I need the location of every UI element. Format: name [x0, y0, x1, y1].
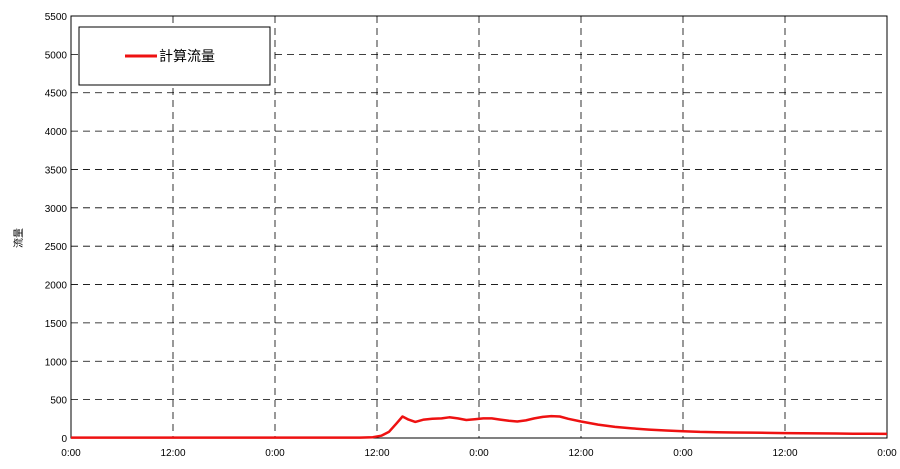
- y-tick-label: 3000: [45, 204, 68, 215]
- y-tick-label: 1000: [45, 357, 68, 368]
- x-tick-label: 12:00: [772, 448, 797, 459]
- y-tick-label: 5000: [45, 50, 68, 61]
- y-tick-label: 4500: [45, 89, 68, 100]
- x-tick-label: 12:00: [160, 448, 185, 459]
- x-tick-label: 0:00: [673, 448, 693, 459]
- x-tick-label: 0:00: [265, 448, 285, 459]
- legend-label: 計算流量: [159, 49, 215, 65]
- y-tick-label: 2000: [45, 281, 68, 292]
- grid-lines: [71, 16, 887, 438]
- x-tick-labels: 0:00 12:00 0:00 12:00 0:00 12:00 0:00 12:00 0:00: [61, 448, 897, 459]
- y-tick-label: 3500: [45, 165, 68, 176]
- x-tick-label: 0:00: [61, 448, 81, 459]
- y-tick-labels: 0 500 1000 1500 2000 2500 3000 3500 4000 4500 5000…: [45, 12, 68, 445]
- series-lines: [71, 414, 888, 439]
- y-axis-label: 流量: [12, 228, 25, 248]
- y-tick-label: 5500: [45, 12, 68, 23]
- x-tick-label: 12:00: [364, 448, 389, 459]
- x-tick-label: 0:00: [469, 448, 489, 459]
- x-tick-label: 12:00: [568, 448, 593, 459]
- legend-box: [78, 26, 271, 86]
- y-tick-label: 0: [61, 434, 67, 445]
- y-tick-label: 4000: [45, 127, 68, 138]
- x-tick-label: 0:00: [877, 448, 897, 459]
- legend: 計算流量: [78, 26, 271, 86]
- series-line: [71, 414, 888, 439]
- y-tick-label: 500: [50, 396, 67, 407]
- y-tick-label: 2500: [45, 242, 68, 253]
- y-tick-label: 1500: [45, 319, 68, 330]
